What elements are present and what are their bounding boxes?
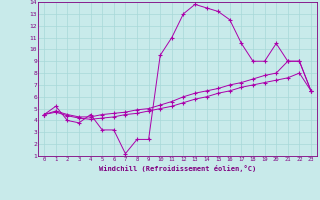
X-axis label: Windchill (Refroidissement éolien,°C): Windchill (Refroidissement éolien,°C) xyxy=(99,165,256,172)
